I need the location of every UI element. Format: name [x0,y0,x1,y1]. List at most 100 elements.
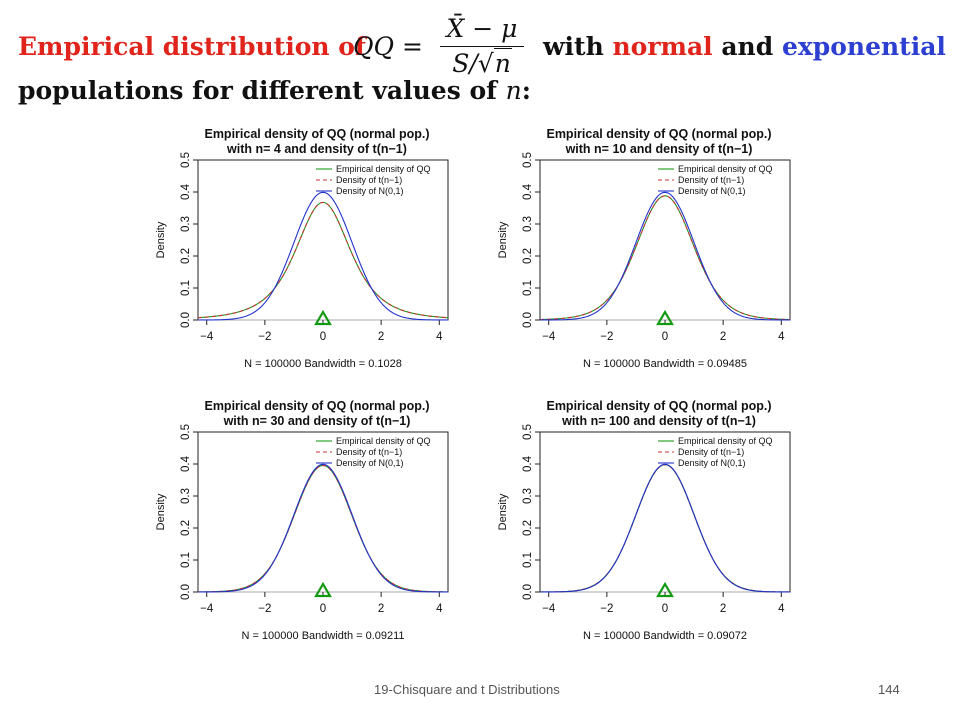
chart-subtitle: with n= 4 and density of t(n−1) [226,142,407,156]
x-tick-label: −4 [200,603,214,615]
y-tick-label: 0.5 [522,152,534,168]
y-tick-label: 0.2 [180,248,192,264]
y-tick-label: 0.4 [180,455,192,472]
y-tick-label: 0.0 [522,312,534,328]
normal-density-line [540,463,790,593]
x-tick-label: 0 [662,603,668,615]
formula-numerator: X̄ − μ [446,14,518,43]
y-axis-label: Density [497,221,509,258]
x-tick-label: 4 [778,331,785,343]
formula-den-s: S/ [452,49,478,78]
footer-chapter-title: 19-Chisquare and t Distributions [374,682,560,697]
x-axis-label: N = 100000 Bandwidth = 0.09211 [241,630,404,642]
legend-label: Empirical density of QQ [336,436,431,446]
legend-label: Density of N(0,1) [678,458,746,468]
x-tick-label: −4 [542,603,556,615]
x-tick-label: −4 [542,331,556,343]
plot-frame [539,159,791,321]
t-density-line [197,201,449,319]
empirical-density-line [197,464,449,593]
mean-triangle-marker [656,581,674,598]
density-chart-n10: Empirical density of QQ (normal pop.) wit… [472,120,802,378]
legend-label: Density of N(0,1) [336,458,404,468]
y-tick-label: 0.4 [522,183,534,200]
normal-density-line [540,191,790,321]
x-tick-label: −2 [600,603,613,615]
title-line-1-after: with normal and exponential [543,34,946,59]
x-tick-label: −2 [600,331,613,343]
chart-svg: Empirical density of QQ (normal pop.)wit… [155,127,449,370]
x-tick-label: 0 [320,331,326,343]
y-tick-label: 0.3 [180,488,192,504]
chart-title: Empirical density of QQ (normal pop.) [204,127,429,141]
y-axis-label: Density [155,493,167,530]
fraction-bar [440,46,524,47]
legend-label: Empirical density of QQ [336,164,431,174]
y-tick-label: 0.4 [180,183,192,200]
y-axis-label: Density [497,493,509,530]
normal-density-line [198,191,448,321]
formula-den-n: n [493,48,512,78]
y-tick-label: 0.0 [180,312,192,328]
mean-triangle-marker [314,309,332,326]
legend-label: Density of t(n−1) [336,175,402,185]
x-tick-label: 4 [778,603,785,615]
density-chart-n30: Empirical density of QQ (normal pop.) wit… [130,392,460,650]
empirical-density-line [539,464,791,593]
chart-subtitle: with n= 10 and density of t(n−1) [565,142,753,156]
legend-label: Density of t(n−1) [678,175,744,185]
x-tick-label: 4 [436,603,443,615]
x-axis-label: N = 100000 Bandwidth = 0.1028 [244,358,402,370]
x-tick-label: 0 [662,331,668,343]
chart-svg: Empirical density of QQ (normal pop.)wit… [497,399,791,642]
chart-subtitle: with n= 30 and density of t(n−1) [223,414,411,428]
x-tick-label: 2 [378,331,384,343]
x-tick-label: −2 [258,331,271,343]
x-tick-label: 4 [436,331,443,343]
legend-label: Density of t(n−1) [336,447,402,457]
chart-title: Empirical density of QQ (normal pop.) [546,127,771,141]
y-tick-label: 0.3 [180,216,192,232]
y-axis-label: Density [155,221,167,258]
mean-triangle-marker [656,309,674,326]
x-tick-label: −4 [200,331,214,343]
plot-frame [539,431,791,593]
x-tick-label: −2 [258,603,271,615]
y-tick-label: 0.2 [522,248,534,264]
x-tick-label: 2 [720,331,726,343]
formula-lhs: QQ = [353,32,423,61]
t-density-line [197,464,449,593]
y-tick-label: 0.5 [180,424,192,440]
plot-frame [197,431,449,593]
legend-label: Density of t(n−1) [678,447,744,457]
legend-label: Density of N(0,1) [678,186,746,196]
chart-svg: Empirical density of QQ (normal pop.)wit… [497,127,791,370]
chart-title: Empirical density of QQ (normal pop.) [204,399,429,413]
y-tick-label: 0.2 [522,520,534,536]
empirical-density-line [539,195,791,321]
density-chart-n100: Empirical density of QQ (normal pop.) wit… [472,392,802,650]
x-tick-label: 2 [720,603,726,615]
y-tick-label: 0.0 [180,584,192,600]
legend-label: Empirical density of QQ [678,436,773,446]
title-line-1: Empirical distribution of [18,34,366,59]
footer-page-number: 144 [878,682,900,697]
y-tick-label: 0.1 [180,280,192,296]
plot-frame [197,159,449,321]
y-tick-label: 0.2 [180,520,192,536]
x-tick-label: 0 [320,603,326,615]
density-chart-n4: Empirical density of QQ (normal pop.) wit… [130,120,460,378]
y-tick-label: 0.0 [522,584,534,600]
y-tick-label: 0.3 [522,488,534,504]
x-axis-label: N = 100000 Bandwidth = 0.09485 [583,358,747,370]
y-tick-label: 0.3 [522,216,534,232]
y-tick-label: 0.1 [180,552,192,568]
y-tick-label: 0.1 [522,552,534,568]
title-line-2: populations for different values of n: [18,78,531,103]
t-density-line [539,464,791,593]
empirical-density-line [197,201,449,319]
title-exponential: exponential [781,32,946,61]
title-line2-var: n [505,76,522,105]
y-tick-label: 0.4 [522,455,534,472]
title-line2-text: populations for different values of [18,76,497,105]
